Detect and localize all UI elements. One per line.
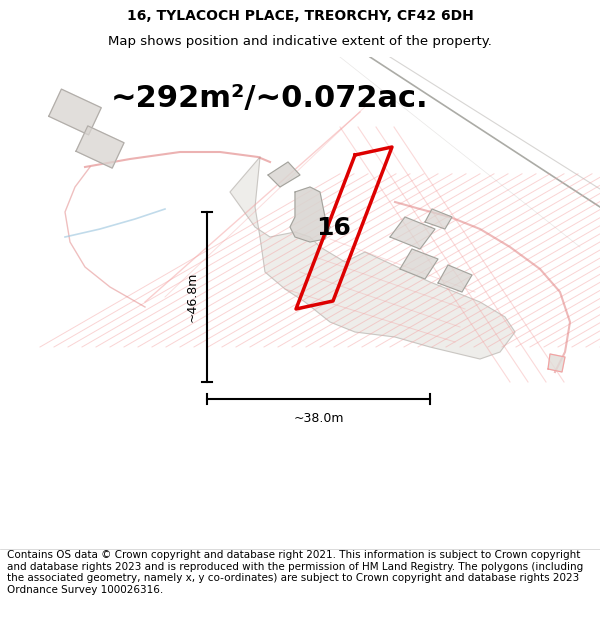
Text: Map shows position and indicative extent of the property.: Map shows position and indicative extent…	[108, 36, 492, 48]
Polygon shape	[400, 249, 438, 279]
Polygon shape	[390, 217, 435, 249]
Text: ~46.8m: ~46.8m	[186, 272, 199, 322]
Text: ~292m²/~0.072ac.: ~292m²/~0.072ac.	[111, 84, 429, 114]
Text: ~38.0m: ~38.0m	[293, 412, 344, 425]
Polygon shape	[548, 354, 565, 372]
Polygon shape	[425, 209, 452, 229]
Text: Contains OS data © Crown copyright and database right 2021. This information is : Contains OS data © Crown copyright and d…	[7, 550, 583, 595]
Polygon shape	[49, 89, 101, 135]
Polygon shape	[290, 187, 330, 242]
Polygon shape	[230, 157, 515, 359]
Polygon shape	[268, 162, 300, 187]
Polygon shape	[76, 126, 124, 168]
Text: 16: 16	[317, 216, 352, 240]
Text: 16, TYLACOCH PLACE, TREORCHY, CF42 6DH: 16, TYLACOCH PLACE, TREORCHY, CF42 6DH	[127, 9, 473, 22]
Polygon shape	[438, 265, 472, 292]
